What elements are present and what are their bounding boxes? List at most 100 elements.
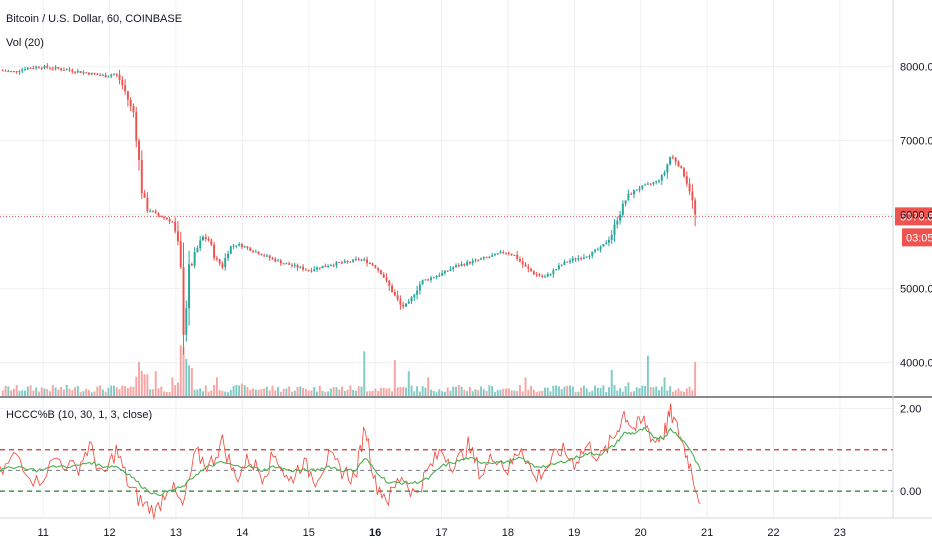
- candle-body: [176, 231, 179, 242]
- candle-body: [477, 259, 480, 261]
- volume-bar: [124, 386, 127, 396]
- candle-body: [602, 244, 605, 247]
- candle-body: [171, 221, 174, 223]
- volume-bar: [491, 386, 494, 396]
- candle-body: [432, 277, 435, 279]
- volume-bar: [569, 385, 571, 396]
- candle-body: [357, 258, 360, 260]
- candle-body: [21, 69, 24, 72]
- volume-bar: [666, 390, 669, 396]
- candle-body: [129, 99, 132, 107]
- volume-bar: [157, 388, 160, 396]
- volume-bar: [685, 388, 688, 396]
- volume-bar: [385, 388, 388, 396]
- volume-bar: [299, 386, 302, 396]
- candle-body: [360, 259, 363, 261]
- volume-bar: [524, 377, 527, 396]
- volume-bar: [493, 392, 496, 396]
- candle-body: [552, 270, 555, 275]
- candle-body: [605, 242, 608, 245]
- volume-bar: [619, 388, 622, 396]
- volume-bar: [290, 391, 293, 396]
- candle-body: [635, 189, 638, 191]
- candle-body: [168, 219, 171, 222]
- volume-bar: [165, 392, 168, 396]
- volume-bar: [126, 388, 129, 396]
- candle-body: [12, 71, 15, 73]
- candle-body: [577, 258, 580, 260]
- candle-body: [338, 262, 341, 264]
- candle-body: [57, 67, 60, 69]
- volume-bar: [29, 385, 32, 396]
- candle-body: [510, 254, 513, 256]
- volume-bar: [360, 386, 363, 396]
- volume-bar: [418, 391, 421, 396]
- volume-bar: [694, 361, 697, 396]
- candle-body: [324, 265, 327, 267]
- volume-indicator-label: Vol (20): [6, 37, 44, 49]
- candlesticks[interactable]: [1, 63, 697, 355]
- volume-bar: [435, 392, 438, 396]
- candle-body: [652, 182, 655, 184]
- volume-bar: [441, 391, 444, 396]
- candle-body: [232, 245, 235, 247]
- candle-body: [585, 256, 588, 258]
- volume-bar: [182, 347, 185, 396]
- volume-bar: [691, 390, 694, 396]
- volume-bar: [371, 391, 374, 396]
- volume-bar: [396, 387, 399, 396]
- candle-body: [113, 74, 115, 76]
- candle-body: [538, 274, 541, 276]
- volume-bar: [663, 377, 666, 396]
- volume-bar: [555, 385, 558, 396]
- volume-bar: [538, 391, 541, 396]
- volume-bar: [160, 386, 163, 396]
- volume-bar: [215, 377, 218, 396]
- candle-body: [221, 263, 224, 268]
- volume-bar: [263, 388, 266, 396]
- price-axis-tick-label: 6000.00: [900, 210, 932, 222]
- candle-body: [644, 184, 647, 186]
- candle-body: [54, 67, 57, 69]
- volume-bar: [374, 388, 377, 396]
- volume-bar: [221, 390, 224, 396]
- volume-bar: [377, 390, 380, 396]
- volume-bar: [471, 391, 474, 396]
- candle-body: [368, 263, 371, 265]
- volume-bar: [26, 386, 29, 396]
- indicator-label: HCCC%B (10, 30, 1, 3, close): [6, 409, 152, 421]
- candle-body: [60, 68, 63, 70]
- volume-bar: [424, 387, 427, 396]
- candle-body: [630, 193, 633, 195]
- candle-body: [37, 66, 40, 68]
- candle-body: [227, 253, 229, 259]
- candle-body: [407, 301, 410, 304]
- candle-body: [691, 191, 694, 201]
- candle-body: [132, 106, 135, 113]
- indicator-axis-tick-label: 2.00: [900, 403, 921, 415]
- candle-body: [165, 217, 168, 220]
- volume-bar: [505, 388, 508, 396]
- volume-bar: [457, 385, 460, 396]
- candle-body: [46, 65, 49, 68]
- candle-body: [157, 213, 160, 216]
- candle-body: [455, 265, 457, 268]
- candle-body: [193, 252, 196, 266]
- candle-body: [24, 69, 26, 71]
- volume-bar: [427, 377, 430, 396]
- candle-body: [591, 251, 594, 256]
- volume-bar: [477, 390, 480, 396]
- volume-bar: [151, 389, 154, 396]
- volume-bar: [135, 376, 138, 396]
- time-axis-tick-label: 22: [767, 527, 779, 539]
- indicator-pane[interactable]: [0, 403, 893, 520]
- candle-body: [229, 246, 232, 254]
- volume-bar: [296, 387, 299, 396]
- candle-body: [413, 294, 416, 298]
- volume-bar: [252, 388, 255, 396]
- candle-body: [163, 217, 166, 219]
- volume-bar: [318, 385, 321, 396]
- volume-bar: [249, 389, 252, 396]
- volume-bar: [616, 390, 619, 396]
